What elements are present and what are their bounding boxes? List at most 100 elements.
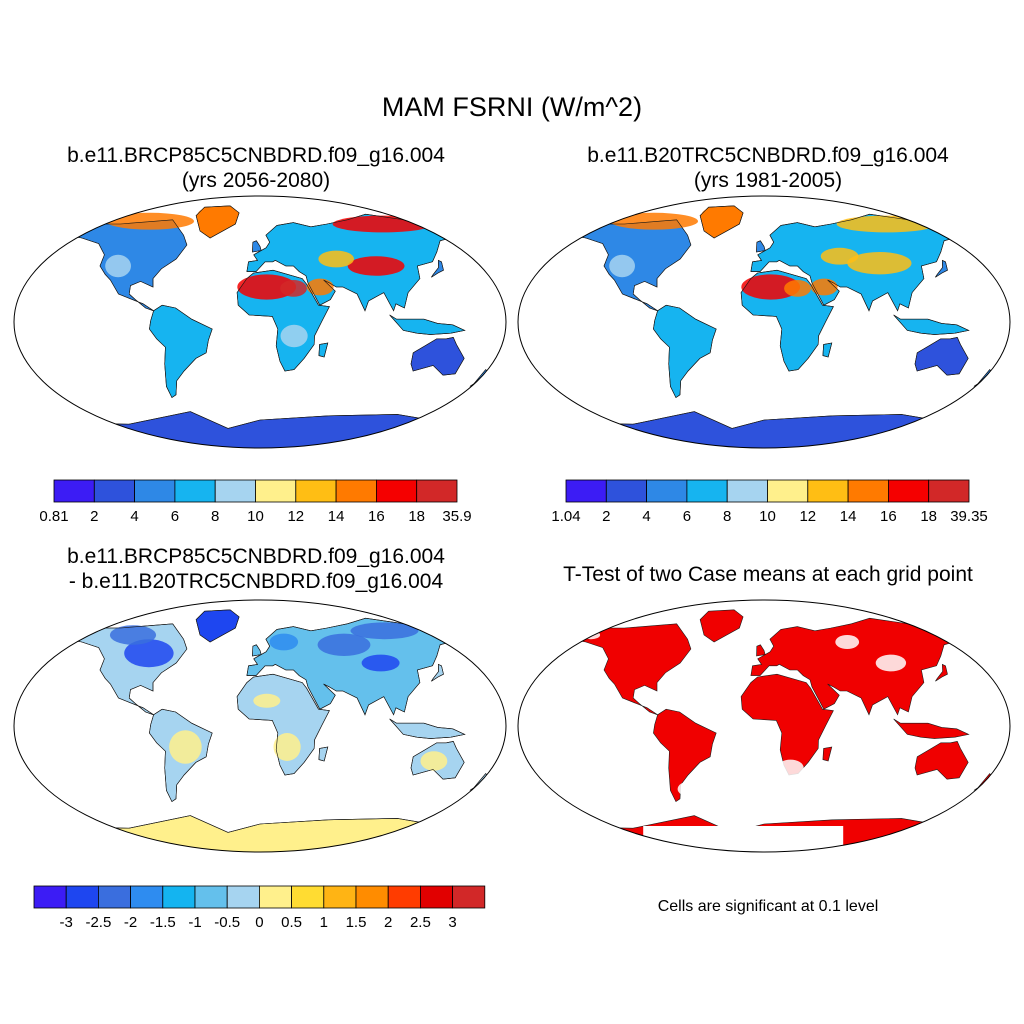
land-indonesia [893,314,970,335]
colorbar-box [726,479,768,503]
colorbar-tick-label: 12 [287,508,304,525]
panel-3-title: b.e11.BRCP85C5CNBDRD.f09_g16.004 - b.e11… [6,544,506,594]
colorbar-historical: 1.04 2 4 6 8 10 12 14 16 18 39.35 [552,479,988,525]
colorbar-tick-label: 8 [211,508,219,525]
colorbar-tick-label: 6 [683,508,691,525]
panel-4-title-line1: T-Test of two Case means at each grid po… [563,563,973,586]
map-panel-future [13,195,507,449]
colorbar-tick-label: 39.35 [950,508,988,525]
colorbar-box [686,479,728,503]
land-indonesia [389,314,466,335]
colorbar-tick-label: 2 [602,508,610,525]
colorbar-tick-label: -2.5 [85,914,111,931]
map-panel-historical [517,195,1011,449]
land-antarctica [61,815,454,852]
colorbar-box [162,885,196,909]
colorbar-box [134,479,176,503]
colorbar-box [416,479,458,503]
panel-4-title: T-Test of two Case means at each grid po… [518,562,1018,587]
panel-1-title-line1: b.e11.BRCP85C5CNBDRD.f09_g16.004 [67,144,445,167]
colorbar-tick-label: 0.5 [281,914,302,931]
panel-3-title-line1: b.e11.BRCP85C5CNBDRD.f09_g16.004 [67,545,445,568]
colorbar-box [807,479,849,503]
land-indonesia [389,718,466,739]
panel-3-title-line2: - b.e11.B20TRC5CNBDRD.f09_g16.004 [68,570,444,593]
colorbar-tick-label: 4 [130,508,138,525]
land-madagascar [318,746,329,762]
land-africa [740,673,834,776]
colorbar-box [565,479,607,503]
colorbar-box [226,885,260,909]
colorbar-box [847,479,889,503]
land-antarctica [61,411,454,448]
colorbar-tick-label: -0.5 [214,914,240,931]
colorbar-box [214,479,256,503]
land-indonesia [893,718,970,739]
colorbar-box [646,479,688,503]
map-panel-difference [13,599,507,853]
colorbar-box [387,885,421,909]
colorbar-tick-label: 2.5 [410,914,431,931]
colorbar-tick-label: 1.04 [552,508,581,525]
panel-2-title-line2: (yrs 1981-2005) [693,169,843,192]
colorbar-box [255,479,297,503]
colorbar-tick-label: 10 [247,508,264,525]
colorbar-box [93,479,135,503]
colorbar-tick-label: 35.9 [442,508,471,525]
colorbar-tick-label: 0 [255,914,263,931]
colorbar-tick-label: 14 [328,508,345,525]
figure-title: MAM FSRNI (W/m^2) [381,92,643,122]
colorbar-future: 0.81 2 4 6 8 10 12 14 16 18 35.9 [40,479,472,525]
colorbar-box [295,479,337,503]
colorbar-box [605,479,647,503]
colorbar-tick-label: -3 [60,914,73,931]
colorbar-box [375,479,418,503]
panel-1-title: b.e11.BRCP85C5CNBDRD.f09_g16.004 (yrs 20… [6,143,506,193]
colorbar-box [335,479,377,503]
land-northAmerica [569,623,692,716]
map-border [517,195,1011,449]
land-antarctica [565,411,958,448]
colorbar-tick-label: 16 [880,508,897,525]
colorbar-box [130,885,164,909]
map-panel-ttest [517,599,1011,853]
colorbar-tick-label: 14 [840,508,857,525]
colorbar-box [887,479,930,503]
colorbar-tick-label: 10 [759,508,776,525]
land-greenland [195,609,240,643]
map-border [517,599,1011,853]
colorbar-box [767,479,809,503]
colorbar-tick-label: 1.5 [346,914,367,931]
colorbar-tick-label: 6 [171,508,179,525]
land-japan [935,663,948,682]
colorbar-tick-label: 18 [920,508,937,525]
land-southAmerica [149,304,213,399]
colorbar-difference: -3 -2.5 -2 -1.5 -1 -0.5 0 0.5 1 1.5 2 2.5 3 [33,885,486,931]
colorbar-tick-label: 0.81 [40,508,69,525]
colorbar-box [419,885,453,909]
significance-note: Cells are significant at 0.1 level [657,898,879,915]
colorbar-box [928,479,970,503]
land-australia [914,741,969,780]
colorbar-tick-label: -2 [124,914,137,931]
colorbar-tick-label: -1 [188,914,201,931]
colorbar-box [65,885,99,909]
colorbar-tick-label: 18 [408,508,425,525]
panel-1-title-line2: (yrs 2056-2080) [181,169,331,192]
colorbar-box [33,885,67,909]
colorbar-tick-label: -1.5 [150,914,176,931]
land-southAmerica [653,304,717,399]
colorbar-tick-label: 2 [90,508,98,525]
land-greenland [699,609,744,643]
colorbar-tick-label: 12 [799,508,816,525]
colorbar-box [291,885,325,909]
colorbar-tick-label: 2 [384,914,392,931]
land-madagascar [822,342,833,358]
colorbar-box [323,885,357,909]
land-madagascar [822,746,833,762]
colorbar-box [98,885,132,909]
colorbar-box [258,885,292,909]
land-eurasia [750,617,977,716]
land-madagascar [318,342,329,358]
colorbar-tick-label: 3 [448,914,456,931]
